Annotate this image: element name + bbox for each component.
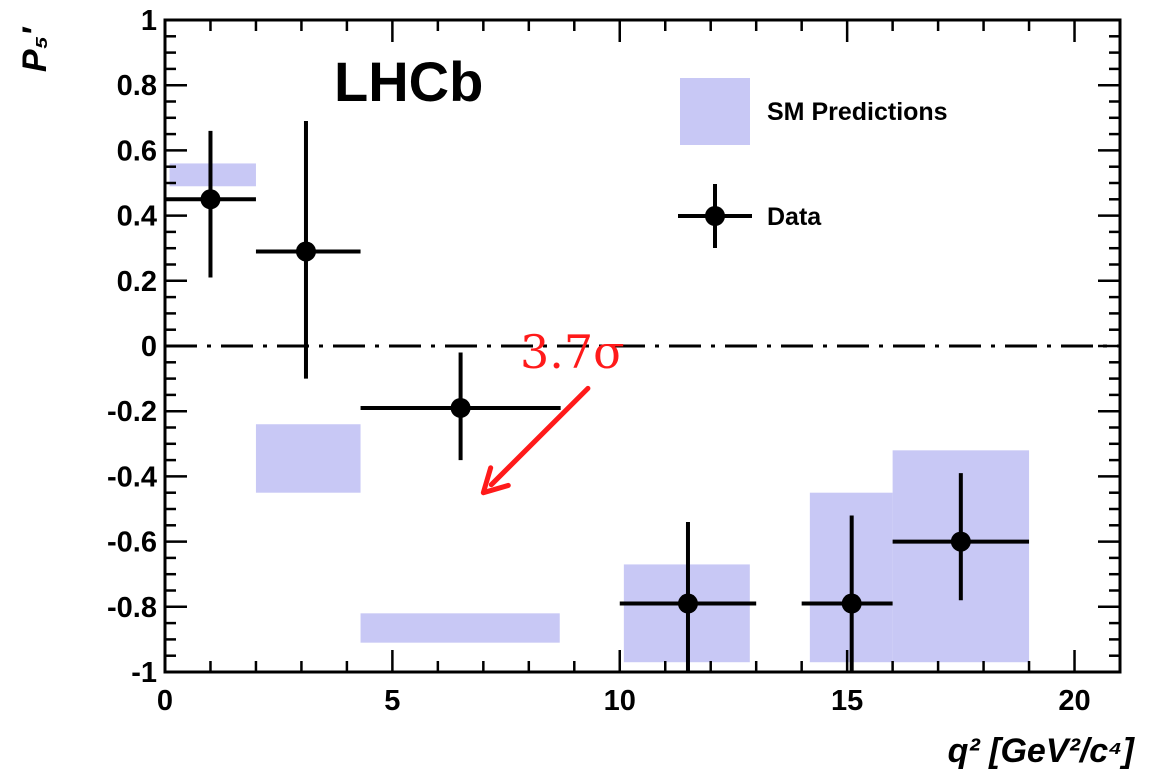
annotation-arrow xyxy=(480,385,591,496)
x-tick-label: 20 xyxy=(1058,685,1090,717)
y-tick-label: -0.2 xyxy=(107,396,157,428)
data-point-2 xyxy=(255,121,361,379)
y-tick-label: 0.6 xyxy=(117,135,157,167)
data-points xyxy=(165,121,1030,672)
data-point-5 xyxy=(801,515,893,672)
data-marker xyxy=(200,189,221,210)
sm-prediction-bands xyxy=(169,163,1030,663)
legend-sm-label: SM Predictions xyxy=(767,98,948,126)
arrow-head xyxy=(480,465,511,496)
y-tick-label: 0.2 xyxy=(117,266,157,298)
significance-annotation: 3.7σ xyxy=(520,325,625,379)
legend-marker-dot xyxy=(705,206,725,226)
y-tick-label: 0 xyxy=(141,331,157,363)
data-marker xyxy=(841,593,862,614)
data-marker xyxy=(450,397,471,418)
y-tick-label: 0.4 xyxy=(117,201,157,233)
y-tick-label: 1 xyxy=(141,5,157,37)
y-tick-label: 0.8 xyxy=(117,70,157,102)
y-tick-label: -0.8 xyxy=(107,592,157,624)
sm-band-2 xyxy=(255,424,361,493)
x-tick-label: 5 xyxy=(384,685,400,717)
data-marker xyxy=(950,531,971,552)
data-point-4 xyxy=(619,522,757,672)
legend: SM Predictions Data xyxy=(678,78,948,248)
y-tick-label: -0.6 xyxy=(107,527,157,559)
y-axis-title: P₅′ xyxy=(16,26,54,72)
axis-ticks xyxy=(163,18,1122,674)
arrow-shaft xyxy=(488,385,591,488)
x-tick-label: 15 xyxy=(831,685,863,717)
y-tick-label: -0.4 xyxy=(107,461,157,493)
data-point-1 xyxy=(165,130,256,278)
legend-data-label: Data xyxy=(767,203,822,231)
legend-sm-swatch xyxy=(680,78,750,145)
experiment-label: LHCb xyxy=(334,50,483,113)
data-point-6 xyxy=(892,473,1030,601)
data-marker xyxy=(295,241,316,262)
x-tick-label: 0 xyxy=(157,685,173,717)
tick-labels: -1-0.8-0.6-0.4-0.200.20.40.60.810 5 10 15 20 xyxy=(107,5,1091,717)
legend-data-marker xyxy=(678,184,752,248)
data-marker xyxy=(677,593,698,614)
y-tick-label: -1 xyxy=(131,657,157,689)
x-axis-title: q² [GeV²/c⁴] xyxy=(948,732,1136,770)
x-tick-label: 10 xyxy=(604,685,636,717)
data-point-3 xyxy=(360,352,561,461)
sm-band-1 xyxy=(169,163,256,187)
sm-band-3 xyxy=(360,613,560,643)
annotation: 3.7σ xyxy=(480,325,625,496)
